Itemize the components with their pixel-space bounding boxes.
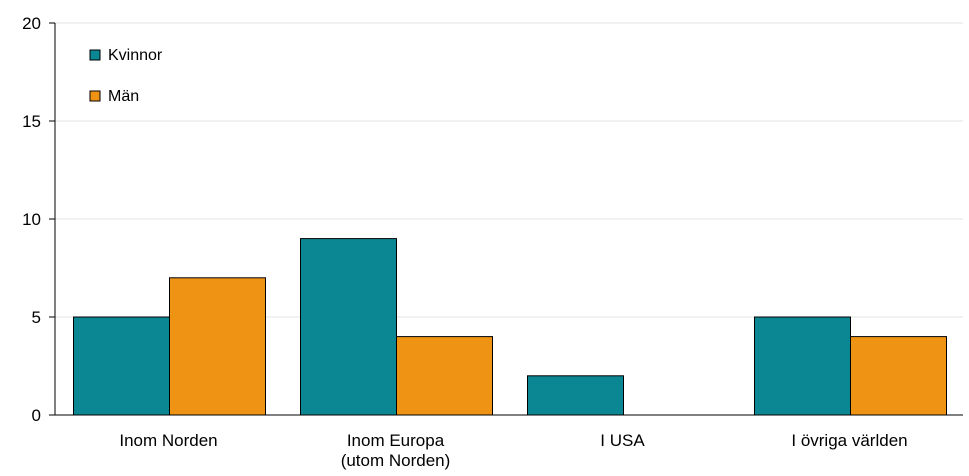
axes: [54, 23, 963, 416]
bar-kvinnor-0: [73, 316, 170, 416]
y-tick-label: 5: [32, 308, 41, 327]
grid-lines: [55, 22, 963, 318]
x-category-label: (utom Norden): [341, 451, 451, 470]
y-tick-label: 10: [22, 210, 41, 229]
x-axis-labels: Inom Norden Inom Europa(utom Norden) I USA…: [119, 431, 907, 470]
bar-män-1: [396, 336, 493, 416]
y-tick-label: 15: [22, 112, 41, 131]
x-category-label: Inom Norden: [119, 431, 217, 450]
bar-män-0: [169, 277, 266, 416]
y-axis-ticks: 0 5 10 15 20: [22, 14, 55, 425]
bar-män-3: [850, 336, 947, 416]
legend-swatch: [89, 90, 101, 102]
legend-label: Män: [108, 88, 139, 105]
bar-kvinnor-2: [527, 375, 624, 416]
legend: Kvinnor Män: [89, 47, 163, 105]
y-tick-label: 20: [22, 14, 41, 33]
bars: [73, 238, 947, 416]
y-tick-label: 0: [32, 406, 41, 425]
bar-kvinnor-3: [754, 316, 851, 416]
bar-kvinnor-1: [300, 238, 397, 416]
legend-label: Kvinnor: [108, 47, 163, 64]
x-category-label: I övriga världen: [791, 431, 907, 450]
legend-swatch: [89, 49, 101, 61]
x-category-label: Inom Europa: [347, 431, 445, 450]
x-category-label: I USA: [600, 431, 645, 450]
